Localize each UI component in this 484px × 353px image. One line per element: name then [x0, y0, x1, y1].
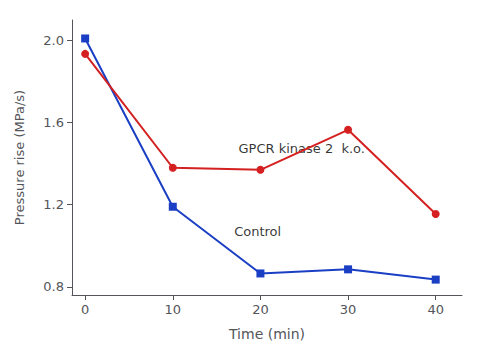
- svg-text:2.0: 2.0: [43, 33, 64, 48]
- svg-text:1.2: 1.2: [43, 197, 64, 212]
- svg-text:30: 30: [340, 302, 357, 317]
- svg-text:0: 0: [81, 302, 89, 317]
- svg-text:40: 40: [427, 302, 444, 317]
- svg-text:Control: Control: [234, 224, 281, 239]
- svg-text:1.6: 1.6: [43, 115, 64, 130]
- svg-text:0.8: 0.8: [43, 279, 64, 294]
- svg-text:20: 20: [252, 302, 269, 317]
- svg-text:Time (min): Time (min): [228, 326, 305, 342]
- svg-text:GPCR kinase 2 k.o.: GPCR kinase 2 k.o.: [239, 141, 365, 156]
- svg-text:Pressure rise (MPa/s): Pressure rise (MPa/s): [12, 90, 27, 225]
- svg-text:10: 10: [165, 302, 182, 317]
